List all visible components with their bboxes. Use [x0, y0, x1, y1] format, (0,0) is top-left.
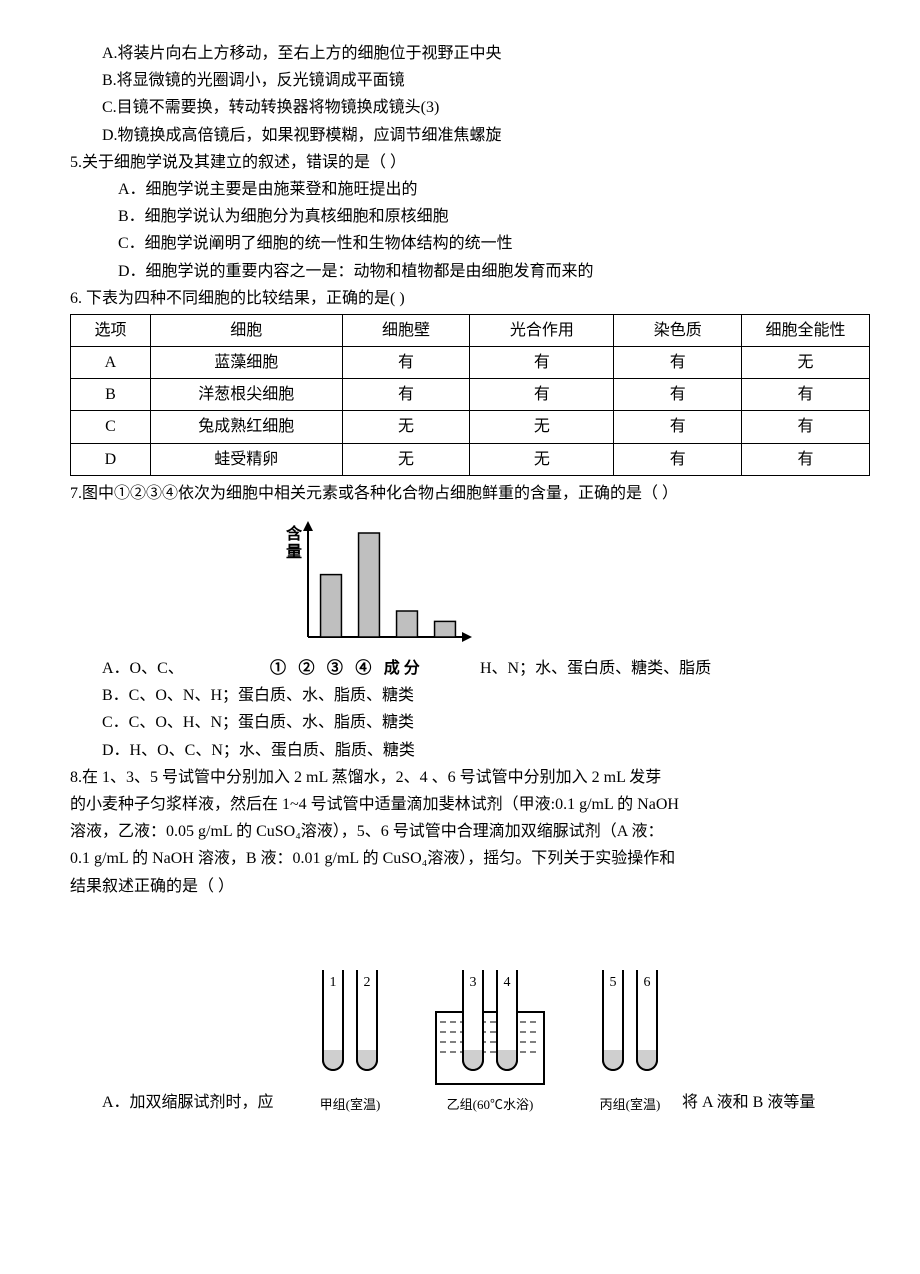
- q7-option-a-left: A．O、C、: [70, 655, 270, 682]
- th: 细胞壁: [342, 314, 470, 346]
- td: 有: [614, 347, 742, 379]
- q4-option-c: C.目镜不需要换，转动转换器将物镜换成镜头(3): [70, 94, 870, 121]
- svg-text:5: 5: [610, 975, 617, 990]
- table-row: D 蛙受精卵 无 无 有 有: [71, 443, 870, 475]
- q7-chart-ticks-label: ① ② ③ ④ 成分: [270, 655, 480, 682]
- table-row: B 洋葱根尖细胞 有 有 有 有: [71, 379, 870, 411]
- q8-tube-groups: 12甲组(室温)34乙组(60℃水浴)56丙组(室温): [310, 960, 670, 1116]
- td: 有: [614, 411, 742, 443]
- q8-stem-l5: 结果叙述正确的是（ ）: [70, 873, 870, 900]
- td: 有: [742, 411, 870, 443]
- q4-option-b: B.将显微镜的光圈调小，反光镜调成平面镜: [70, 67, 870, 94]
- td: D: [71, 443, 151, 475]
- td: 有: [742, 379, 870, 411]
- q7-option-c: C．C、O、H、N；蛋白质、水、脂质、糖类: [70, 709, 870, 736]
- tube-diagram: 12: [310, 960, 390, 1090]
- td: 有: [614, 443, 742, 475]
- q8-stem-l2: 的小麦种子匀浆样液，然后在 1~4 号试管中适量滴加斐林试剂（甲液:0.1 g/…: [70, 791, 870, 818]
- tube-diagram: 34: [430, 960, 550, 1090]
- q8-option-a-right: 将 A 液和 B 液等量: [670, 1089, 815, 1116]
- q7-option-a-row: A．O、C、 ① ② ③ ④ 成分 H、N；水、蛋白质、糖类、脂质: [70, 655, 870, 682]
- td: 无: [470, 411, 614, 443]
- q7-chart-row: 含量: [70, 515, 870, 655]
- th: 细胞全能性: [742, 314, 870, 346]
- tube-group: 34乙组(60℃水浴): [430, 960, 550, 1116]
- table-row: A 蓝藻细胞 有 有 有 无: [71, 347, 870, 379]
- td: 蛙受精卵: [150, 443, 342, 475]
- q8-stem-l3: 溶液，乙液：0.05 g/mL 的 CuSO₄溶液），5、6 号试管中合理滴加双…: [70, 818, 870, 845]
- td: 兔成熟红细胞: [150, 411, 342, 443]
- tube-group: 56丙组(室温): [590, 960, 670, 1116]
- svg-text:量: 量: [286, 543, 302, 561]
- q7-option-d: D．H、O、C、N；水、蛋白质、脂质、糖类: [70, 737, 870, 764]
- td: 洋葱根尖细胞: [150, 379, 342, 411]
- td: C: [71, 411, 151, 443]
- q5-option-d: D．细胞学说的重要内容之一是：动物和植物都是由细胞发育而来的: [70, 258, 870, 285]
- tube-caption: 丙组(室温): [600, 1094, 661, 1116]
- svg-text:6: 6: [644, 975, 651, 990]
- q4-option-d: D.物镜换成高倍镜后，如果视野模糊，应调节细准焦螺旋: [70, 122, 870, 149]
- svg-text:4: 4: [504, 975, 511, 990]
- q5-stem: 5.关于细胞学说及其建立的叙述，错误的是（ ）: [70, 149, 870, 176]
- tube-diagram: 56: [590, 960, 670, 1090]
- svg-text:3: 3: [470, 975, 477, 990]
- tube-caption: 乙组(60℃水浴): [447, 1094, 534, 1116]
- table-header-row: 选项 细胞 细胞壁 光合作用 染色质 细胞全能性: [71, 314, 870, 346]
- td: 有: [742, 443, 870, 475]
- td: 无: [342, 443, 470, 475]
- td: B: [71, 379, 151, 411]
- td: 有: [342, 347, 470, 379]
- q8-figure-row: A．加双缩脲试剂时，应 12甲组(室温)34乙组(60℃水浴)56丙组(室温) …: [70, 960, 870, 1116]
- q8-stem-l4: 0.1 g/mL 的 NaOH 溶液，B 液：0.01 g/mL 的 CuSO₄…: [70, 845, 870, 872]
- td: 无: [742, 347, 870, 379]
- td: A: [71, 347, 151, 379]
- q8-option-a-left: A．加双缩脲试剂时，应: [70, 1089, 310, 1116]
- q5-option-a: A．细胞学说主要是由施莱登和施旺提出的: [70, 176, 870, 203]
- svg-text:含: 含: [286, 524, 303, 543]
- th: 染色质: [614, 314, 742, 346]
- tube-group: 12甲组(室温): [310, 960, 390, 1116]
- q7-option-a-right: H、N；水、蛋白质、糖类、脂质: [480, 655, 870, 682]
- q6-table: 选项 细胞 细胞壁 光合作用 染色质 细胞全能性 A 蓝藻细胞 有 有 有 无 …: [70, 314, 870, 476]
- q7-bar-chart: 含量: [270, 515, 480, 655]
- q5-option-b: B．细胞学说认为细胞分为真核细胞和原核细胞: [70, 203, 870, 230]
- td: 有: [614, 379, 742, 411]
- td: 无: [470, 443, 614, 475]
- th: 光合作用: [470, 314, 614, 346]
- th: 细胞: [150, 314, 342, 346]
- td: 有: [470, 379, 614, 411]
- td: 有: [470, 347, 614, 379]
- th: 选项: [71, 314, 151, 346]
- td: 无: [342, 411, 470, 443]
- td: 有: [342, 379, 470, 411]
- table-row: C 兔成熟红细胞 无 无 有 有: [71, 411, 870, 443]
- tube-caption: 甲组(室温): [320, 1094, 381, 1116]
- svg-text:2: 2: [364, 975, 371, 990]
- td: 蓝藻细胞: [150, 347, 342, 379]
- q8-stem-l1: 8.在 1、3、5 号试管中分别加入 2 mL 蒸馏水，2、4 、6 号试管中分…: [70, 764, 870, 791]
- q4-option-a: A.将装片向右上方移动，至右上方的细胞位于视野正中央: [70, 40, 870, 67]
- q7-stem: 7.图中①②③④依次为细胞中相关元素或各种化合物占细胞鲜重的含量，正确的是（ ）: [70, 480, 870, 507]
- q5-option-c: C．细胞学说阐明了细胞的统一性和生物体结构的统一性: [70, 230, 870, 257]
- svg-text:1: 1: [330, 975, 337, 990]
- q6-stem: 6. 下表为四种不同细胞的比较结果，正确的是( ): [70, 285, 870, 312]
- q7-option-b: B．C、O、N、H；蛋白质、水、脂质、糖类: [70, 682, 870, 709]
